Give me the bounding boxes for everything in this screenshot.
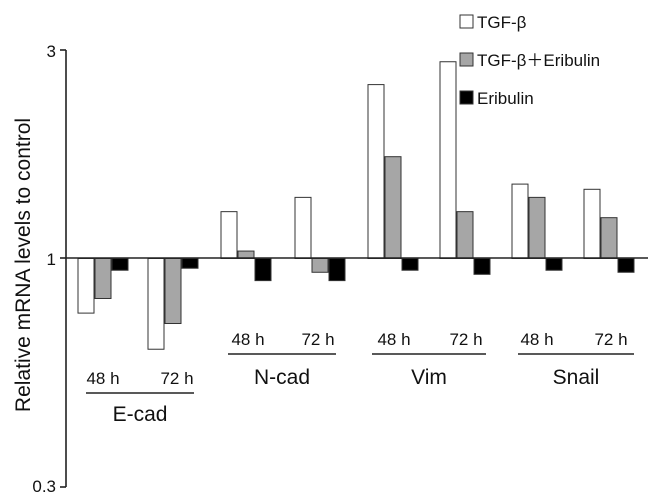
group-label-n-cad: N-cad — [254, 366, 310, 389]
group-label-snail: Snail — [553, 366, 600, 389]
legend-label-tgf: TGF-β — [477, 13, 527, 32]
bar-tgf-eribulin-e-cad-48-h — [94, 258, 112, 299]
x-label-vim-72h: 72 h — [449, 330, 482, 349]
y-axis: 3 1 0.3 Relative mRNA levels to control — [12, 42, 67, 494]
group-label-vim: Vim — [411, 366, 447, 389]
legend-swatch-eribulin — [459, 90, 474, 105]
bar-tgf-eribulin-vim-48-h — [384, 156, 402, 260]
bar-eribulin-snail-72-h — [617, 258, 635, 273]
y-tick-label-1: 1 — [47, 250, 56, 269]
bar-tgf-eribulin-n-cad-72-h — [311, 258, 329, 273]
y-axis-title: Relative mRNA levels to control — [12, 118, 35, 412]
bar-eribulin-n-cad-72-h — [328, 258, 346, 282]
bar-tgf-eribulin-snail-48-h — [528, 196, 546, 260]
bar-tgf-e-cad-48-h — [77, 258, 95, 314]
bar-eribulin-n-cad-48-h — [254, 258, 272, 282]
bar-eribulin-snail-48-h — [545, 258, 563, 271]
bar-tgf-n-cad-48-h — [220, 211, 238, 260]
bar-eribulin-vim-48-h — [401, 258, 419, 271]
x-label-snail-48h: 48 h — [520, 330, 553, 349]
bar-tgf-vim-72-h — [439, 61, 457, 260]
bar-eribulin-e-cad-48-h — [111, 258, 129, 271]
x-label-snail-72h: 72 h — [594, 330, 627, 349]
bar-tgf-eribulin-e-cad-72-h — [164, 258, 182, 325]
x-label-e-cad-72h: 72 h — [160, 369, 193, 388]
bar-tgf-snail-48-h — [511, 183, 529, 260]
bar-tgf-n-cad-72-h — [294, 196, 312, 260]
legend-label-tgf-eribulin: TGF-β＋Eribulin — [477, 51, 600, 70]
x-label-n-cad-72h: 72 h — [301, 330, 334, 349]
bar-tgf-eribulin-vim-72-h — [456, 211, 474, 260]
legend-swatch-tgf-eribulin — [459, 52, 474, 67]
legend-swatch-tgf — [459, 14, 474, 29]
bar-tgf-vim-48-h — [367, 84, 385, 260]
bars-layer — [77, 61, 635, 350]
x-label-vim-48h: 48 h — [377, 330, 410, 349]
x-label-n-cad-48h: 48 h — [231, 330, 264, 349]
group-label-e-cad: E-cad — [113, 403, 168, 426]
y-tick-label-3: 3 — [47, 42, 56, 61]
bar-tgf-snail-72-h — [583, 188, 601, 260]
bar-eribulin-vim-72-h — [473, 258, 491, 275]
x-label-e-cad-48h: 48 h — [86, 369, 119, 388]
legend-label-eribulin: Eribulin — [477, 89, 534, 108]
y-tick-label-0-3: 0.3 — [32, 477, 56, 494]
bar-tgf-eribulin-snail-72-h — [600, 217, 618, 260]
bar-tgf-e-cad-72-h — [147, 258, 165, 350]
legend: TGF-β TGF-β＋Eribulin Eribulin — [459, 13, 600, 108]
bar-eribulin-e-cad-72-h — [181, 258, 199, 269]
